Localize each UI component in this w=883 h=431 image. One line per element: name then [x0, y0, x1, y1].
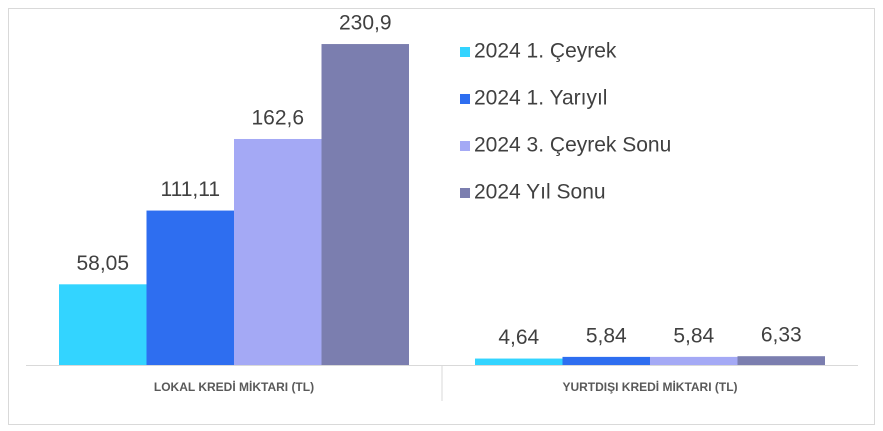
value-label: 5,84: [673, 324, 714, 347]
bar: [146, 210, 234, 365]
x-tick-label: YURTDIŞI KREDİ MİKTARI (TL): [562, 379, 737, 394]
bar: [59, 284, 147, 365]
bar: [650, 356, 738, 365]
bar: [562, 356, 650, 365]
x-tick-label: LOKAL KREDİ MİKTARI (TL): [154, 379, 314, 394]
legend-swatch: [460, 188, 470, 198]
value-label: 6,33: [761, 324, 802, 347]
legend-swatch: [460, 141, 470, 151]
legend-label: 2024 1. Çeyrek: [474, 40, 617, 63]
value-label: 162,6: [251, 107, 304, 130]
legend-swatch: [460, 47, 470, 57]
bar: [321, 44, 409, 365]
value-label: 5,84: [586, 324, 627, 347]
bar: [475, 358, 563, 365]
value-label: 4,64: [498, 326, 539, 349]
legend-label: 2024 1. Yarıyıl: [474, 87, 607, 110]
bar: [737, 356, 825, 365]
legend-label: 2024 3. Çeyrek Sonu: [474, 134, 671, 157]
legend-label: 2024 Yıl Sonu: [474, 181, 606, 204]
value-label: 230,9: [339, 12, 392, 35]
bar: [234, 138, 322, 365]
value-label: 58,05: [76, 252, 129, 275]
legend-swatch: [460, 94, 470, 104]
value-label: 111,11: [160, 178, 220, 201]
